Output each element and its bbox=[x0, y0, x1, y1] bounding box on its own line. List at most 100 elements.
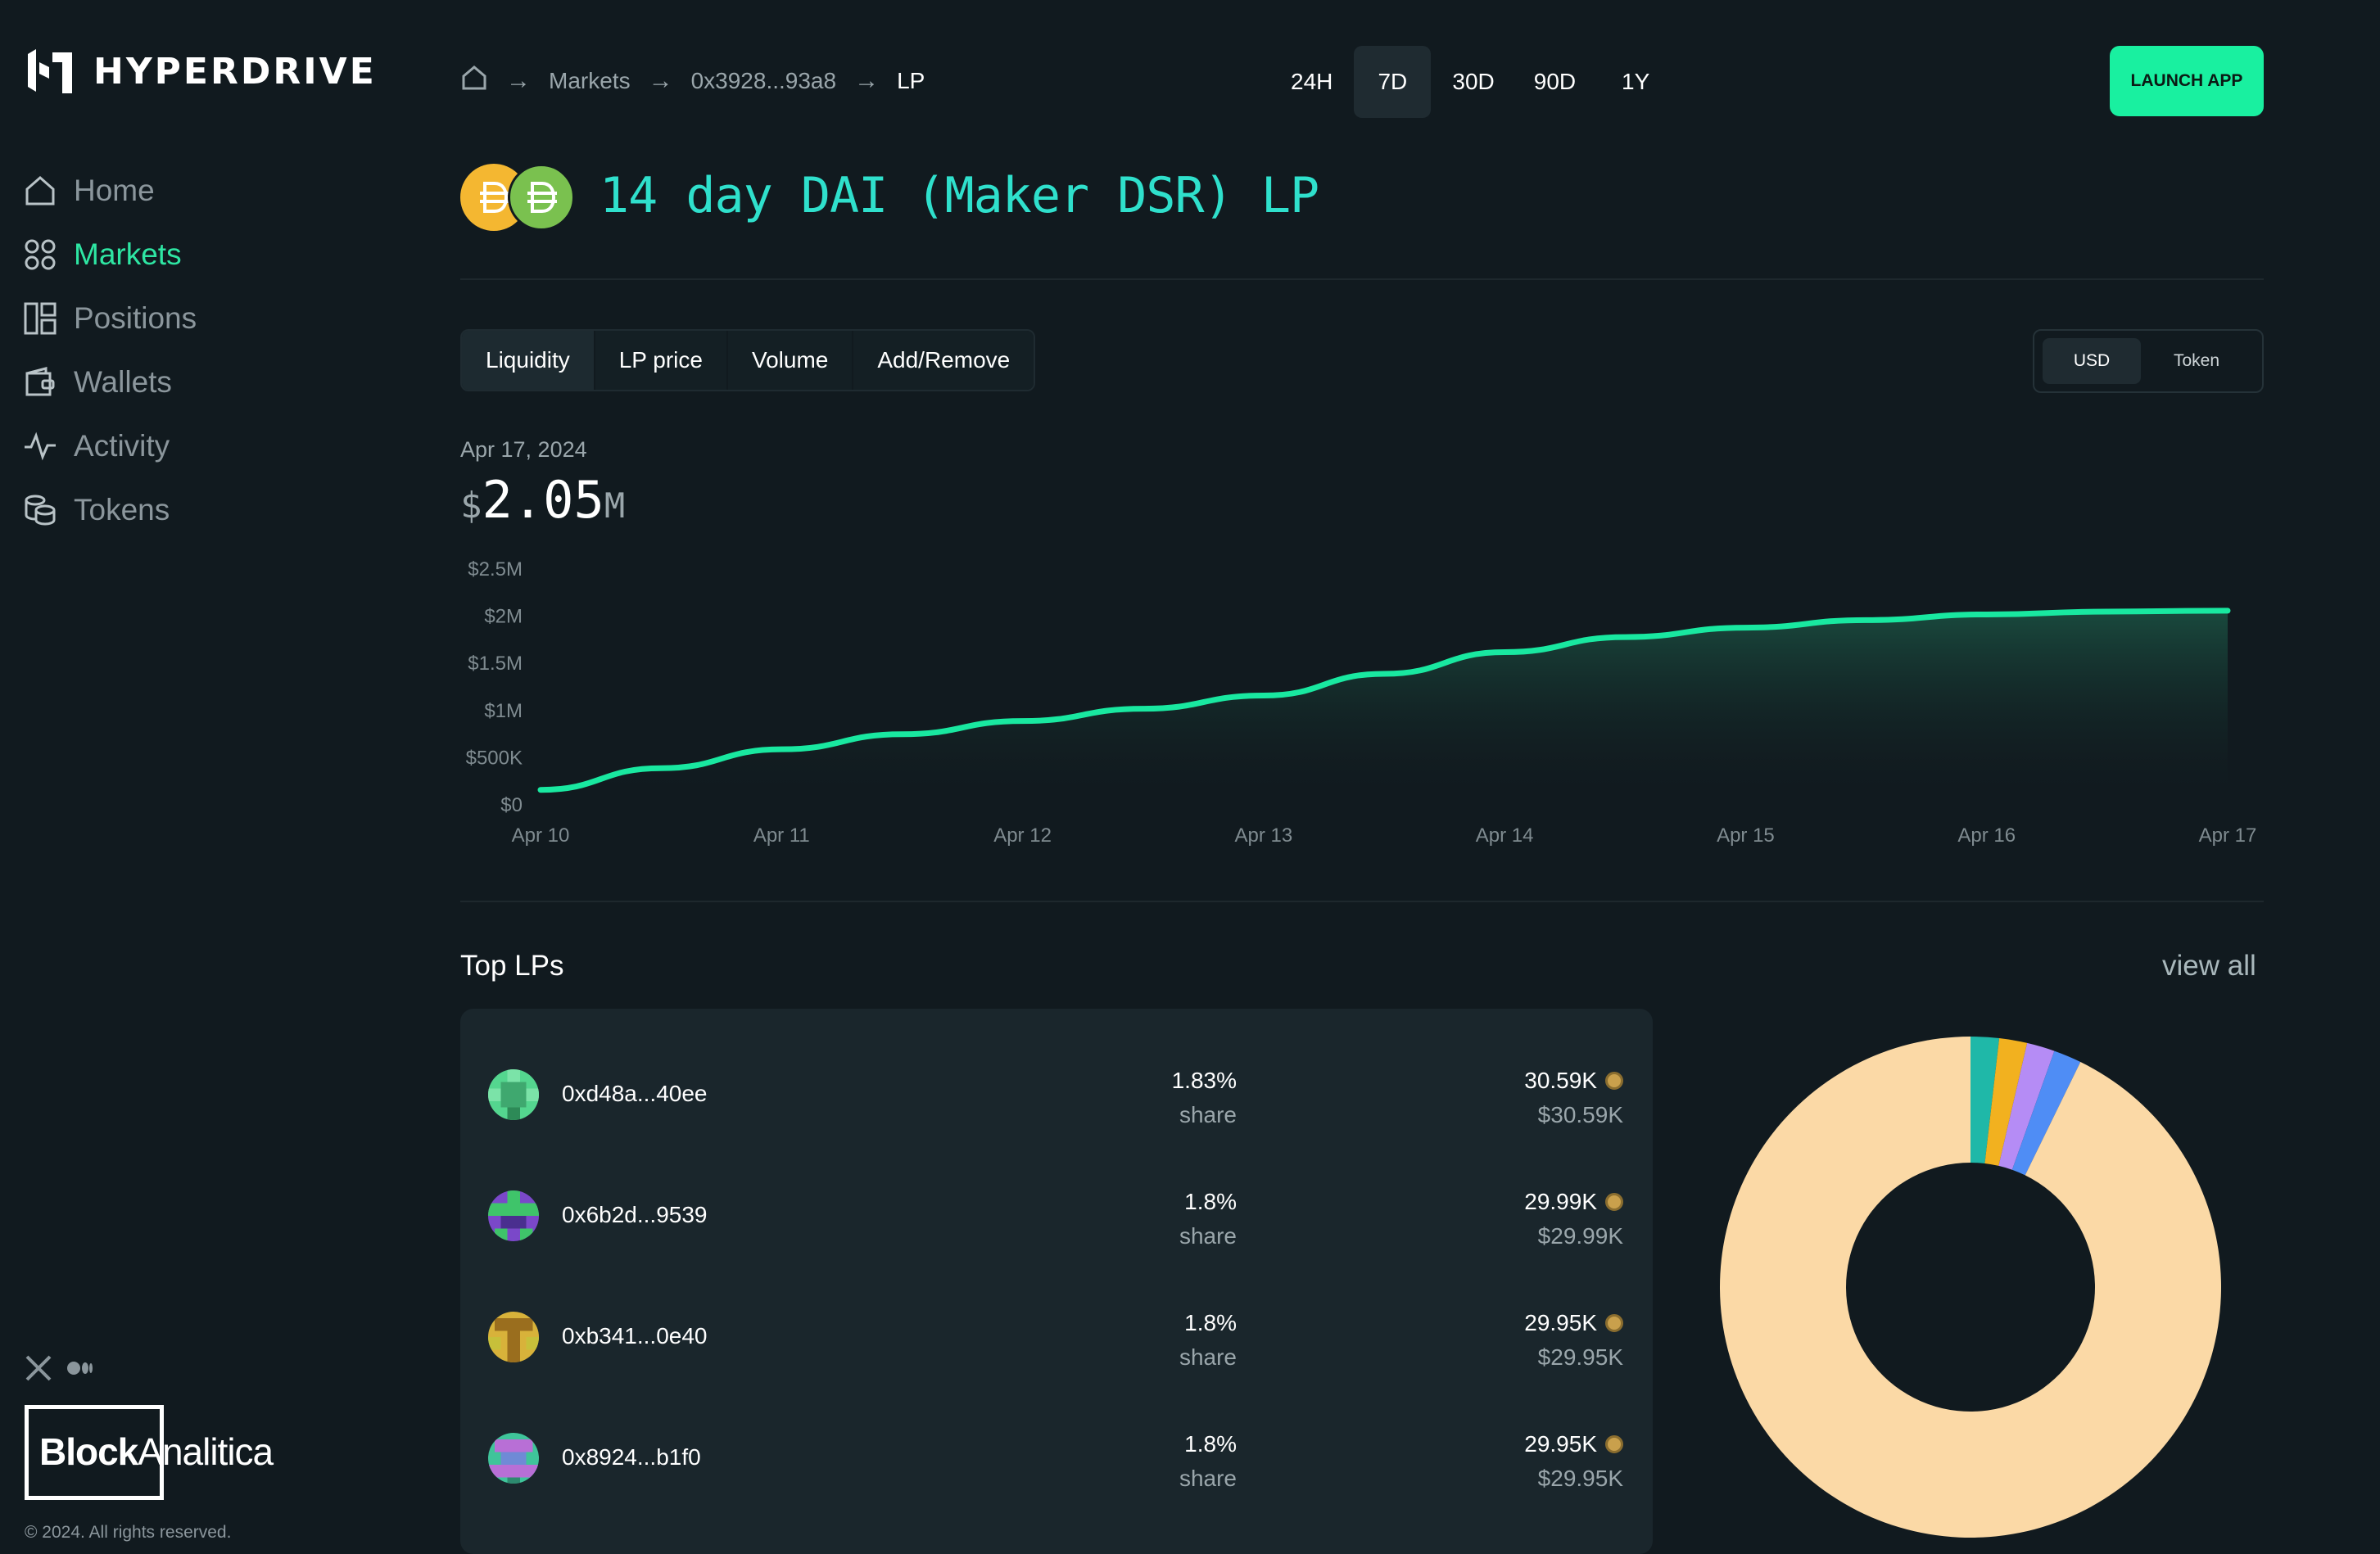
y-tick-label: $2.5M bbox=[468, 558, 523, 580]
avatar bbox=[488, 1069, 539, 1120]
list-item[interactable]: 0x6b2d...9539 1.8% share 29.99K $29.99K bbox=[460, 1164, 1653, 1271]
home-icon bbox=[23, 174, 57, 208]
block-analitica-logo[interactable]: BlockAnalitica bbox=[39, 1430, 274, 1474]
sidebar-item-positions[interactable]: Positions bbox=[23, 287, 197, 350]
usd-amount: $30.59K bbox=[1537, 1102, 1623, 1127]
lp-amount: 29.99K $29.99K bbox=[1524, 1189, 1623, 1249]
sidebar-item-markets[interactable]: Markets bbox=[23, 223, 197, 287]
donut-slice-0[interactable] bbox=[1971, 1037, 2000, 1164]
share-label: share bbox=[1179, 1102, 1237, 1127]
range-90d-button[interactable]: 90D bbox=[1533, 69, 1577, 94]
pool-token-icons bbox=[460, 164, 575, 233]
donut-slice-3[interactable] bbox=[2011, 1050, 2081, 1176]
x-tick-label: Apr 17 bbox=[2199, 824, 2257, 847]
lp-amount: 29.95K $29.95K bbox=[1524, 1431, 1623, 1492]
usd-amount: $29.95K bbox=[1537, 1344, 1623, 1370]
wallet-icon bbox=[23, 365, 57, 400]
sdai-token-icon bbox=[508, 164, 575, 231]
brand-bold-text: Block bbox=[39, 1430, 138, 1473]
liquidity-value: $ 2.05 M bbox=[460, 470, 625, 530]
hyperdrive-logo-icon bbox=[28, 49, 72, 93]
time-range-selector: 24H 7D 30D 90D 1Y bbox=[1273, 46, 1674, 118]
donut-slice-2[interactable] bbox=[1998, 1042, 2055, 1170]
share-percent: 1.8% bbox=[1184, 1189, 1237, 1214]
value-currency: $ bbox=[460, 485, 482, 526]
token-icon bbox=[1605, 1435, 1623, 1453]
lp-amount: 30.59K $30.59K bbox=[1524, 1068, 1623, 1128]
tab-add-remove[interactable]: Add/Remove bbox=[853, 331, 1034, 390]
lp-address: 0xd48a...40ee bbox=[562, 1081, 708, 1106]
range-24h-button[interactable]: 24H bbox=[1291, 69, 1333, 94]
donut-slice-4[interactable] bbox=[1720, 1037, 2221, 1538]
arrow-right-icon: → bbox=[854, 66, 880, 94]
sidebar-item-home[interactable]: Home bbox=[23, 159, 197, 223]
grid-icon bbox=[23, 237, 57, 272]
tab-lp-price[interactable]: LP price bbox=[595, 331, 728, 390]
y-tick-label: $2M bbox=[484, 606, 523, 628]
lp-share: 1.8% share bbox=[1132, 1189, 1237, 1249]
layout-icon bbox=[23, 301, 57, 336]
unit-usd-button[interactable]: USD bbox=[2043, 338, 2141, 384]
x-tick-label: Apr 10 bbox=[512, 824, 570, 847]
breadcrumb-pool-address[interactable]: 0x3928...93a8 bbox=[690, 67, 837, 93]
share-label: share bbox=[1179, 1466, 1237, 1491]
copyright: © 2024. All rights reserved. bbox=[25, 1523, 232, 1542]
arrow-right-icon: → bbox=[506, 66, 531, 94]
breadcrumb: → Markets → 0x3928...93a8 → LP bbox=[460, 64, 925, 97]
avatar bbox=[488, 1433, 539, 1484]
x-tick-label: Apr 15 bbox=[1717, 824, 1775, 847]
y-tick-label: $0 bbox=[500, 794, 523, 816]
social-links bbox=[25, 1354, 93, 1382]
x-tick-label: Apr 14 bbox=[1476, 824, 1534, 847]
y-tick-label: $1.5M bbox=[468, 653, 523, 675]
coins-icon bbox=[23, 493, 57, 527]
liquidity-chart[interactable]: $0 $500K $1M $1.5M $2M $2.5M Apr 10 Apr 11 Apr 1… bbox=[442, 549, 2277, 860]
brand-light-text: Analitica bbox=[138, 1430, 274, 1473]
list-item[interactable]: 0x8924...b1f0 1.8% share 29.95K $29.95K bbox=[460, 1407, 1653, 1513]
lp-share: 1.8% share bbox=[1132, 1310, 1237, 1371]
donut-slice-1[interactable] bbox=[1984, 1038, 2028, 1166]
launch-app-button[interactable]: LAUNCH APP bbox=[2110, 46, 2264, 116]
list-item[interactable]: 0xd48a...40ee 1.83% share 30.59K $30.59K bbox=[460, 1043, 1653, 1150]
sidebar-item-label: Positions bbox=[74, 301, 197, 335]
sidebar-item-wallets[interactable]: Wallets bbox=[23, 350, 197, 414]
token-amount: 30.59K bbox=[1524, 1068, 1597, 1093]
range-7d-button[interactable]: 7D bbox=[1354, 46, 1432, 118]
view-all-link[interactable]: view all bbox=[2162, 950, 2256, 982]
divider bbox=[460, 278, 2264, 280]
token-amount: 29.95K bbox=[1524, 1431, 1597, 1457]
liquidity-area bbox=[541, 610, 2228, 804]
lp-distribution-donut[interactable] bbox=[1712, 1028, 2229, 1554]
token-icon bbox=[1605, 1193, 1623, 1211]
activity-icon bbox=[23, 429, 57, 463]
lp-share: 1.83% share bbox=[1132, 1068, 1237, 1128]
medium-icon[interactable] bbox=[66, 1354, 93, 1382]
app-logo[interactable]: HYPERDRIVE bbox=[25, 46, 377, 97]
range-1y-button[interactable]: 1Y bbox=[1622, 69, 1650, 94]
x-tick-label: Apr 12 bbox=[993, 824, 1052, 847]
selected-date: Apr 17, 2024 bbox=[460, 437, 587, 462]
tab-liquidity[interactable]: Liquidity bbox=[462, 331, 595, 390]
breadcrumb-markets[interactable]: Markets bbox=[549, 67, 631, 93]
token-amount: 29.99K bbox=[1524, 1189, 1597, 1214]
avatar bbox=[488, 1190, 539, 1241]
sidebar-item-activity[interactable]: Activity bbox=[23, 414, 197, 478]
sidebar-nav: Home Markets Positions Wallets Activity bbox=[23, 159, 197, 542]
token-amount: 29.95K bbox=[1524, 1310, 1597, 1335]
list-item[interactable]: 0xb341...0e40 1.8% share 29.95K $29.95K bbox=[460, 1285, 1653, 1392]
sidebar-item-label: Wallets bbox=[74, 365, 172, 399]
sidebar-item-tokens[interactable]: Tokens bbox=[23, 478, 197, 542]
breadcrumb-home-icon[interactable] bbox=[460, 64, 488, 97]
token-icon bbox=[1605, 1314, 1623, 1332]
top-lps-title: Top LPs bbox=[460, 950, 564, 982]
x-twitter-icon[interactable] bbox=[25, 1354, 52, 1382]
usd-amount: $29.99K bbox=[1537, 1223, 1623, 1249]
breadcrumb-current: LP bbox=[897, 67, 925, 93]
range-30d-button[interactable]: 30D bbox=[1452, 69, 1495, 94]
sidebar-item-label: Markets bbox=[74, 237, 182, 271]
share-percent: 1.8% bbox=[1184, 1431, 1237, 1457]
unit-token-button[interactable]: Token bbox=[2173, 351, 2220, 370]
tab-volume[interactable]: Volume bbox=[727, 331, 854, 390]
value-number: 2.05 bbox=[482, 470, 604, 530]
lp-address: 0x6b2d...9539 bbox=[562, 1202, 708, 1227]
